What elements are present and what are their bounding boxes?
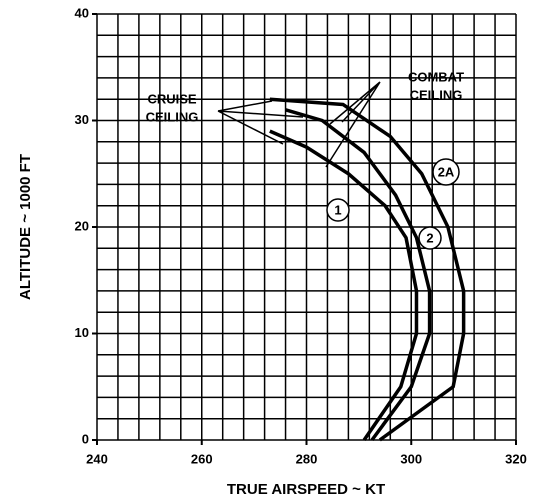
y-tick-label: 10	[75, 325, 89, 340]
y-tick-label: 20	[75, 218, 89, 233]
y-tick-label: 30	[75, 112, 89, 127]
y-tick-label: 40	[75, 5, 89, 20]
annotation-arrows	[217, 81, 381, 168]
x-tick-label: 300	[400, 451, 422, 466]
series-label-circle	[432, 158, 460, 186]
series-label: 2A	[438, 164, 455, 179]
x-tick-label: 320	[505, 451, 527, 466]
annotation: COMBAT	[408, 69, 464, 84]
x-tick-label: 240	[86, 451, 108, 466]
y-tick-label: 0	[82, 431, 89, 446]
x-tick-label: 260	[191, 451, 213, 466]
annotation: CEILING	[410, 87, 463, 102]
series-label-circle	[418, 226, 442, 250]
series-label-circle	[326, 198, 350, 222]
x-tick-label: 280	[296, 451, 318, 466]
line	[269, 97, 466, 442]
annotation: CRUISE	[147, 91, 196, 106]
series-label: 2	[426, 230, 433, 245]
line	[285, 108, 432, 442]
annotation: CEILING	[146, 109, 199, 124]
x-axis-label: TRUE AIRSPEED ~ KT	[227, 481, 385, 498]
y-axis-label: ALTITUDE ~ 1000 FT	[17, 154, 34, 300]
series-label: 1	[334, 202, 341, 217]
line	[269, 129, 419, 441]
